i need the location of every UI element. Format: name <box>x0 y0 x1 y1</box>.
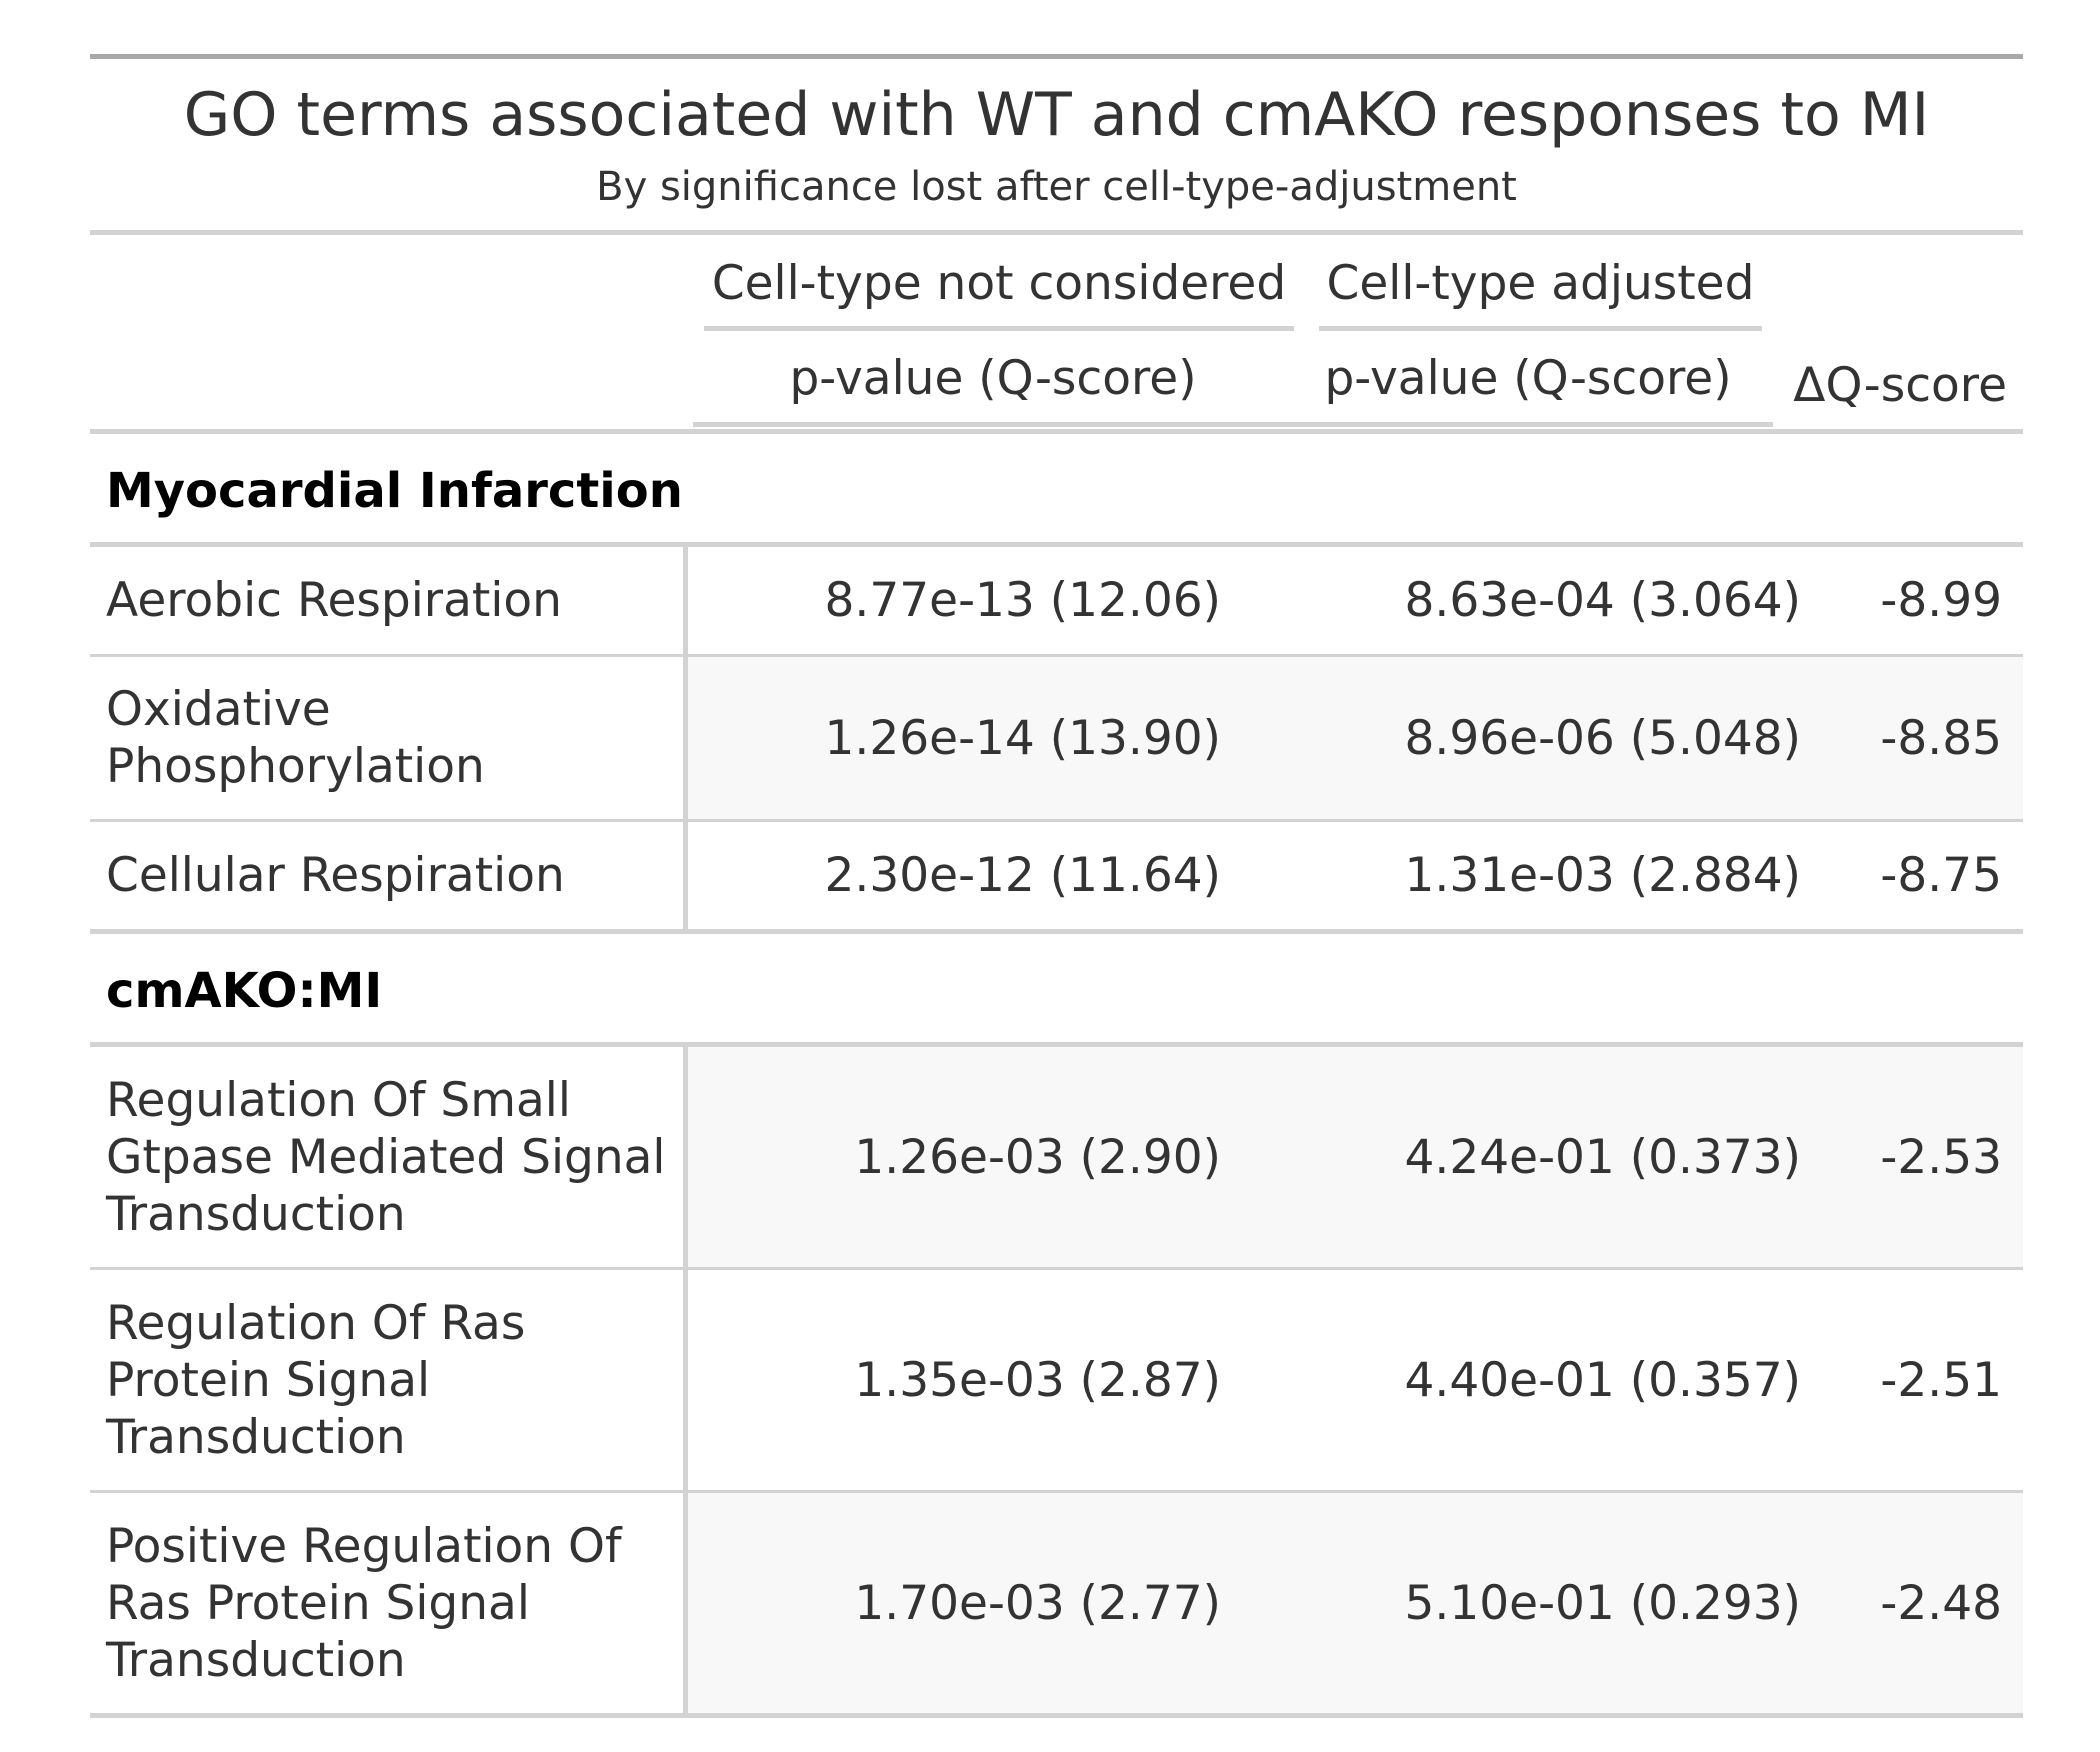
delta-value: -8.99 <box>1880 573 2002 628</box>
term-cell: Regulation Of Ras Protein Signal Transdu… <box>90 1270 688 1490</box>
table-row: Aerobic Respiration 8.77e-13 (12.06) 8.6… <box>90 547 2023 657</box>
table-row: Oxidative Phosphorylation 1.26e-14 (13.9… <box>90 657 2023 822</box>
table-top-rule <box>90 54 2023 59</box>
adjusted-value: 1.31e-03 (2.884) <box>1404 848 1802 903</box>
spanner-unadjusted: Cell-type not considered <box>711 256 1287 311</box>
delta-value: -8.75 <box>1880 848 2002 903</box>
spanner-unadjusted-rule <box>704 326 1294 331</box>
adjusted-value: 8.96e-06 (5.048) <box>1404 710 1802 766</box>
value-cells: 1.35e-03 (2.87) 4.40e-01 (0.357) -2.51 <box>688 1270 2023 1490</box>
column-label-unadjusted: p-value (Q-score) <box>789 351 1197 406</box>
group-header: Myocardial Infarction <box>90 434 2023 547</box>
table-row: Positive Regulation Of Ras Protein Signa… <box>90 1493 2023 1718</box>
delta-value: -8.85 <box>1880 710 2002 766</box>
term-cell: Cellular Respiration <box>90 822 688 929</box>
value-cells: 8.77e-13 (12.06) 8.63e-04 (3.064) -8.99 <box>688 547 2023 654</box>
delta-value: -2.51 <box>1880 1352 2002 1408</box>
delta-value: -2.48 <box>1880 1575 2002 1631</box>
adjusted-value: 5.10e-01 (0.293) <box>1404 1575 1802 1631</box>
unadjusted-value: 1.70e-03 (2.77) <box>854 1575 1221 1631</box>
adjusted-value: 4.40e-01 (0.357) <box>1404 1352 1802 1408</box>
unadjusted-value: 1.26e-03 (2.90) <box>854 1129 1221 1185</box>
unadjusted-value: 2.30e-12 (11.64) <box>824 848 1222 903</box>
title-divider <box>90 230 2023 235</box>
term-cell: Oxidative Phosphorylation <box>90 657 688 819</box>
value-cells: 2.30e-12 (11.64) 1.31e-03 (2.884) -8.75 <box>688 822 2023 929</box>
spanner-adjusted-rule <box>1319 326 1762 331</box>
term-cell: Positive Regulation Of Ras Protein Signa… <box>90 1493 688 1713</box>
adjusted-value: 4.24e-01 (0.373) <box>1404 1129 1802 1185</box>
group-label: cmAKO:MI <box>106 963 383 1019</box>
table-row: Cellular Respiration 2.30e-12 (11.64) 1.… <box>90 822 2023 934</box>
adjusted-value: 8.63e-04 (3.064) <box>1404 573 1802 628</box>
column-label-delta: ΔQ-score <box>1793 358 2007 413</box>
table-row: Regulation Of Small Gtpase Mediated Sign… <box>90 1047 2023 1270</box>
term-cell: Regulation Of Small Gtpase Mediated Sign… <box>90 1047 688 1267</box>
table-subtitle: By significance lost after cell-type-adj… <box>596 164 1517 210</box>
group-label: Myocardial Infarction <box>106 463 683 519</box>
column-label-rule <box>693 422 1773 427</box>
value-cells: 1.26e-03 (2.90) 4.24e-01 (0.373) -2.53 <box>688 1047 2023 1267</box>
term-cell: Aerobic Respiration <box>90 547 688 654</box>
go-terms-table: GO terms associated with WT and cmAKO re… <box>90 54 2023 1718</box>
spanner-adjusted: Cell-type adjusted <box>1326 256 1755 311</box>
unadjusted-value: 1.35e-03 (2.87) <box>854 1352 1221 1408</box>
column-header: Cell-type not considered Cell-type adjus… <box>90 235 2023 434</box>
unadjusted-value: 1.26e-14 (13.90) <box>824 710 1222 766</box>
value-cells: 1.26e-14 (13.90) 8.96e-06 (5.048) -8.85 <box>688 657 2023 819</box>
table-title: GO terms associated with WT and cmAKO re… <box>183 80 1930 150</box>
delta-value: -2.53 <box>1880 1129 2002 1185</box>
group-header: cmAKO:MI <box>90 934 2023 1047</box>
value-cells: 1.70e-03 (2.77) 5.10e-01 (0.293) -2.48 <box>688 1493 2023 1713</box>
table-row: Regulation Of Ras Protein Signal Transdu… <box>90 1270 2023 1493</box>
column-label-adjusted: p-value (Q-score) <box>1324 351 1732 406</box>
unadjusted-value: 8.77e-13 (12.06) <box>824 573 1222 628</box>
